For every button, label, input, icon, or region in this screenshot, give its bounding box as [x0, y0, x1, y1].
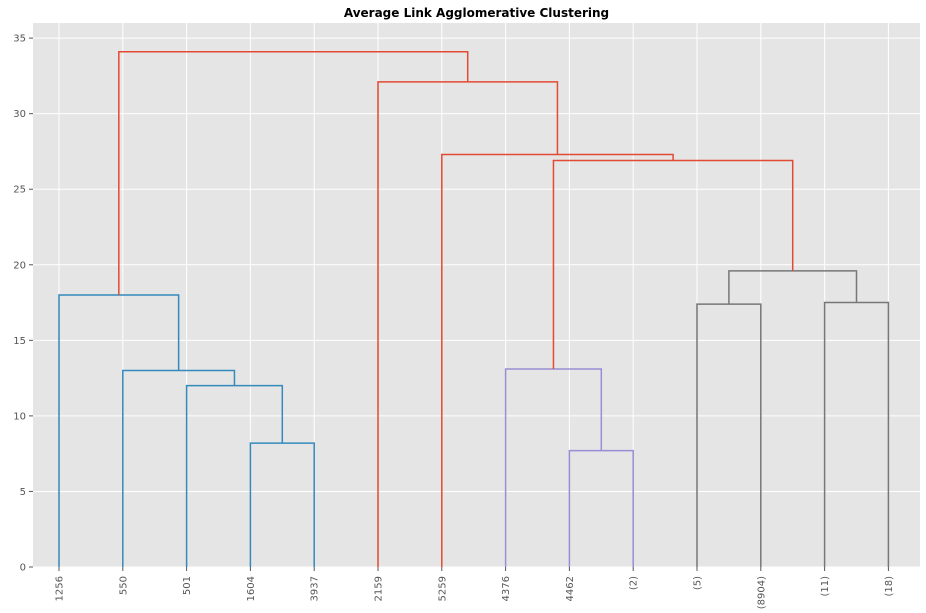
leaf-label: 1256 [55, 576, 66, 601]
x-axis-leaf-labels: 1256 550 501 1604 3937 2159 5259 4376 4462 (2) (5)… [55, 567, 895, 609]
leaf-label: 5259 [437, 576, 448, 601]
leaf-label: (8904) [756, 576, 767, 609]
y-tick-label: 25 [13, 185, 26, 196]
y-tick-label: 15 [13, 336, 26, 347]
leaf-label: 3937 [310, 576, 321, 601]
leaf-label: 4462 [565, 576, 576, 601]
dendrogram-link [823, 301, 890, 567]
leaf-label: 501 [182, 576, 193, 595]
dendrogram-link [249, 442, 315, 567]
dendrogram-link [441, 153, 674, 567]
dendrogram-link [696, 303, 762, 567]
leaf-label: (18) [884, 576, 895, 597]
dendrogram-links [58, 50, 890, 567]
leaf-label: 4376 [501, 576, 512, 601]
y-tick-label: 10 [13, 411, 26, 422]
dendrogram-link [118, 50, 469, 295]
dendrogram-link [185, 384, 284, 567]
dendrogram-link [122, 369, 236, 567]
leaf-label: 1604 [246, 576, 257, 601]
y-tick-label: 20 [13, 260, 26, 271]
y-tick-label: 5 [20, 487, 26, 498]
y-tick-label: 0 [20, 563, 26, 574]
leaf-label: (5) [693, 576, 704, 590]
y-axis-tick-labels: 0 5 10 15 20 25 30 35 [13, 34, 33, 574]
leaf-label: (11) [820, 576, 831, 597]
y-tick-label: 35 [13, 34, 26, 45]
y-tick-label: 30 [13, 109, 26, 120]
leaf-label: (2) [629, 576, 640, 590]
leaf-label: 2159 [374, 576, 385, 601]
chart-title: Average Link Agglomerative Clustering [344, 6, 609, 20]
leaf-label: 550 [118, 576, 129, 595]
